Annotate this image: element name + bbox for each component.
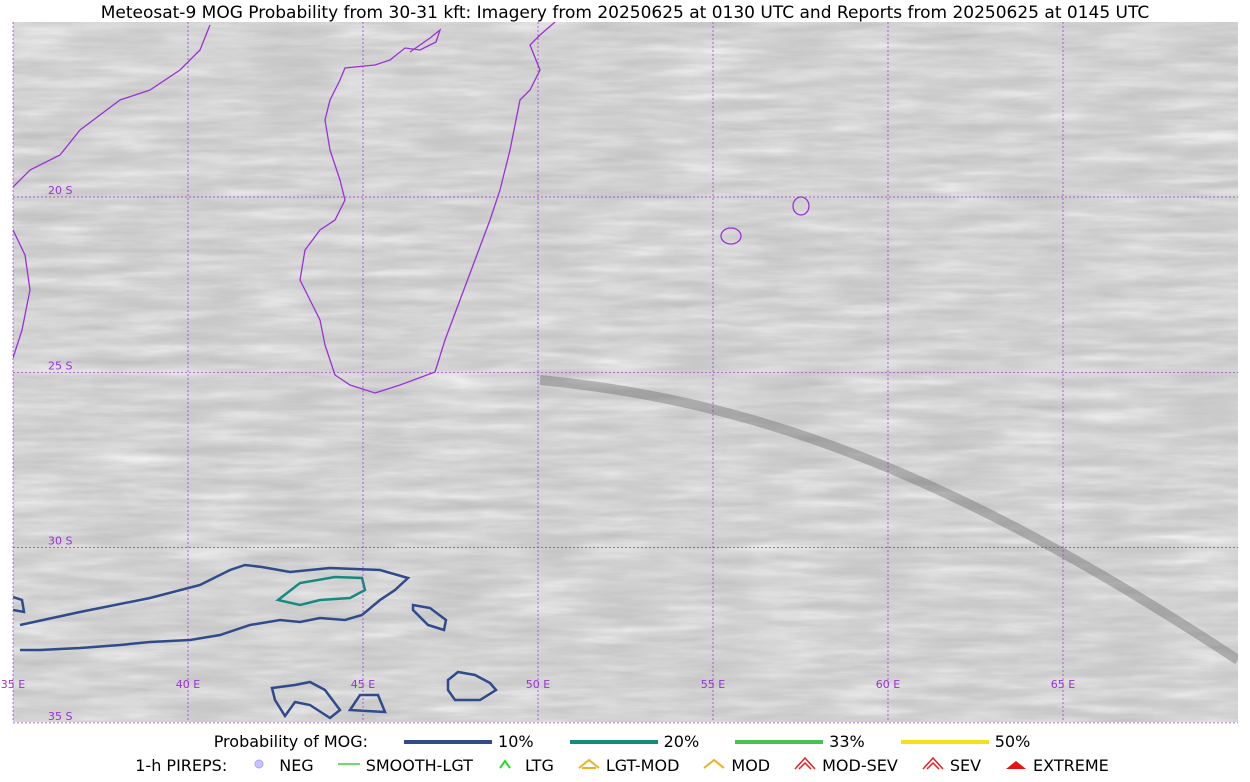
graticule: 20 S 25 S 30 S 35 S 35 E 40 E 45 E 50 E 55 E 60 E… bbox=[1, 22, 1238, 724]
legend-label: 33% bbox=[829, 732, 865, 751]
pirep-symbol bbox=[254, 759, 264, 769]
pirep-symbol bbox=[1006, 761, 1027, 769]
pirep-symbol bbox=[703, 758, 726, 769]
legend-title: 1-h PIREPS: bbox=[135, 755, 228, 775]
pirep-symbol bbox=[499, 759, 511, 769]
legend-probability: Probability of MOG: 10% 20% 33% 50% bbox=[0, 732, 1250, 751]
lon-label: 40 E bbox=[176, 678, 200, 691]
legend-icon bbox=[922, 755, 944, 775]
legend-swatch bbox=[735, 739, 824, 744]
lon-label: 35 E bbox=[1, 678, 25, 691]
legend-label: LTG bbox=[524, 755, 554, 775]
legend-label: MOD-SEV bbox=[822, 755, 898, 775]
legend-label: 10% bbox=[498, 732, 534, 751]
lon-label: 65 E bbox=[1051, 678, 1075, 691]
legend-icon bbox=[251, 755, 273, 775]
legend-icon bbox=[578, 755, 600, 775]
lon-label: 55 E bbox=[701, 678, 725, 691]
lat-label: 35 S bbox=[48, 710, 72, 723]
legend-icon bbox=[337, 755, 360, 775]
legend-label: 20% bbox=[663, 732, 700, 751]
legend-label: NEG bbox=[279, 755, 314, 775]
legend-swatch bbox=[569, 739, 658, 744]
legend-title: Probability of MOG: bbox=[213, 732, 369, 751]
pirep-symbol bbox=[337, 763, 360, 765]
lon-label: 50 E bbox=[526, 678, 550, 691]
title: Meteosat-9 MOG Probability from 30-31 kf… bbox=[100, 3, 1150, 23]
legend-label: LGT-MOD bbox=[605, 755, 680, 775]
pirep-symbol bbox=[922, 756, 944, 770]
map: 20 S 25 S 30 S 35 S 35 E 40 E 45 E 50 E 55 E 60 E… bbox=[1, 22, 1238, 724]
lat-label: 30 S bbox=[48, 535, 72, 548]
legend-icon bbox=[794, 755, 816, 775]
legend-swatch bbox=[404, 739, 493, 744]
legend-label: EXTREME bbox=[1033, 755, 1109, 775]
legend-label: 50% bbox=[994, 732, 1031, 751]
legend-label: SMOOTH-LGT bbox=[365, 755, 473, 775]
legend-label: SEV bbox=[949, 755, 982, 775]
lon-label: 45 E bbox=[351, 678, 375, 691]
pirep-symbol bbox=[794, 756, 816, 770]
lon-label: 60 E bbox=[876, 678, 900, 691]
legend-icon bbox=[1005, 755, 1027, 775]
legend-pireps: 1-h PIREPS: NEG SMOOTH-LGT LTG LGT-MOD MOD MO… bbox=[0, 755, 1250, 775]
lat-label: 25 S bbox=[48, 359, 72, 372]
legend-icon bbox=[703, 755, 726, 775]
legend-icon bbox=[497, 755, 519, 775]
lat-label: 20 S bbox=[48, 184, 72, 197]
mog-contours bbox=[13, 563, 498, 720]
legend-swatch bbox=[900, 739, 989, 744]
legend-label: MOD bbox=[731, 755, 771, 775]
pirep-symbol bbox=[578, 758, 600, 769]
